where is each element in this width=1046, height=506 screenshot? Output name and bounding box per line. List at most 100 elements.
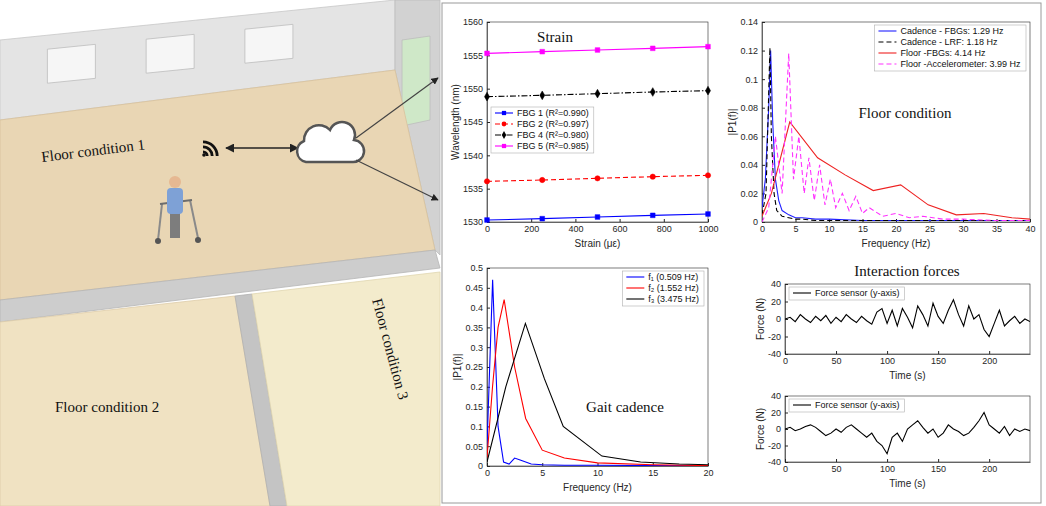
series-lines xyxy=(487,280,708,466)
legend: Force sensor (y-axis) xyxy=(789,399,905,412)
legend-box xyxy=(491,107,594,153)
legend-entry: Floor -FBGs: 4.14 Hz xyxy=(878,48,986,58)
data-point xyxy=(540,91,545,100)
data-point xyxy=(485,51,490,56)
legend-swatch xyxy=(878,63,896,64)
tick-mark xyxy=(708,219,709,222)
tick: 1530 xyxy=(463,217,490,227)
legend-label: f₁ (0.509 Hz) xyxy=(648,272,698,282)
tick-mark xyxy=(785,446,788,447)
legend-entry: Floor -Accelerometer: 3.99 Hz xyxy=(878,59,1021,69)
tick: 15 xyxy=(858,219,868,234)
tick-label: 0.02 xyxy=(740,189,758,199)
legend-swatch xyxy=(878,30,896,31)
legend-label: FBG 1 (R²=0.990) xyxy=(517,108,589,118)
legend-label: f₂ (1.552 Hz) xyxy=(648,283,699,293)
legend-swatch xyxy=(626,287,644,288)
tick-mark xyxy=(938,459,939,462)
x-axis-title: Frequency (Hz) xyxy=(563,482,632,493)
tick: 50 xyxy=(832,459,842,474)
plot-area xyxy=(762,22,1030,222)
legend-entries: Force sensor (y-axis) xyxy=(793,400,900,410)
series-line xyxy=(785,300,1030,337)
legend-entry: Force sensor (y-axis) xyxy=(793,288,900,298)
data-point xyxy=(540,216,545,221)
legend-swatch xyxy=(878,52,896,53)
tick-label: 50 xyxy=(832,464,842,474)
tick-label: 0.06 xyxy=(740,132,758,142)
tick-mark xyxy=(487,347,490,348)
tick-mark xyxy=(785,284,788,285)
tick-label: 0.05 xyxy=(465,442,483,452)
tick-label: 20 xyxy=(703,468,713,478)
legend-entry: Cadence - LRF: 1.18 Hz xyxy=(878,37,998,47)
tick: -20 xyxy=(768,332,788,342)
tick-mark xyxy=(762,222,765,223)
tick-mark xyxy=(487,268,490,269)
data-point xyxy=(595,215,600,220)
tick-label: 20 xyxy=(891,224,901,234)
y-axis-title: |P1(f)| xyxy=(727,109,738,136)
link-arrow xyxy=(226,147,298,149)
tick-label: 0 xyxy=(783,356,788,366)
tick-label: 150 xyxy=(931,356,946,366)
tick-mark xyxy=(887,351,888,354)
data-point xyxy=(650,213,655,218)
tick-mark xyxy=(664,219,665,222)
legend-box xyxy=(789,399,905,412)
tick: 1545 xyxy=(463,117,490,127)
data-point xyxy=(650,174,655,179)
floor-2 xyxy=(0,296,270,506)
tick-label: 0.08 xyxy=(740,103,758,113)
tick: 150 xyxy=(931,351,946,366)
x-axis-title: Time (s) xyxy=(889,370,925,381)
legend-label: f₃ (3.475 Hz) xyxy=(648,294,699,304)
person-head xyxy=(169,176,181,188)
tick-label: 20 xyxy=(771,297,781,307)
tick-mark xyxy=(487,22,490,23)
chart-title: Floor condition xyxy=(859,105,952,121)
tick-mark xyxy=(487,308,490,309)
tick: 0.15 xyxy=(465,402,490,412)
tick-label: 1555 xyxy=(463,51,483,61)
tick-label: 0.1 xyxy=(470,422,483,432)
tick-mark xyxy=(785,354,788,355)
plot-area xyxy=(785,396,1030,462)
axis-line xyxy=(786,462,1031,463)
tick-label: 1540 xyxy=(463,151,483,161)
tick-label: 100 xyxy=(880,356,895,366)
tick-mark xyxy=(785,413,788,414)
legend-label: Force sensor (y-axis) xyxy=(815,288,900,298)
tick: 100 xyxy=(880,351,895,366)
walker-wheel xyxy=(195,237,201,243)
legend-entries: Force sensor (y-axis) xyxy=(793,288,900,298)
legend-swatch xyxy=(793,404,811,405)
tick-label: 0 xyxy=(485,468,490,478)
legend-label: FBG 5 (R²=0.985) xyxy=(517,141,589,151)
tick: 0.06 xyxy=(740,132,765,142)
y-axis-title: Wavelength (nm) xyxy=(450,84,461,160)
series-lines xyxy=(762,48,1030,222)
plot-area xyxy=(785,284,1030,354)
tick-label: 35 xyxy=(992,224,1002,234)
legend-swatch xyxy=(626,298,644,299)
window xyxy=(146,34,194,73)
data-point xyxy=(595,48,600,53)
series-line xyxy=(785,413,1030,454)
walker-frame xyxy=(158,204,162,240)
tick-label: 200 xyxy=(982,464,997,474)
tick: 0.1 xyxy=(745,75,765,85)
tick-label: 0 xyxy=(478,461,483,471)
tick-mark xyxy=(487,327,490,328)
tick: 0.04 xyxy=(740,160,765,170)
tick-mark xyxy=(1030,219,1031,222)
tick-label: 800 xyxy=(657,224,672,234)
tick-mark xyxy=(762,51,765,52)
tick-mark xyxy=(575,219,576,222)
tick: 0 xyxy=(776,424,788,434)
tick-mark xyxy=(836,459,837,462)
x-axis-title: Time (s) xyxy=(889,478,925,489)
tick: -40 xyxy=(768,457,788,467)
legend-swatch xyxy=(878,41,896,42)
chart: 050100150200-40-2002040Time (s)Force (N)… xyxy=(755,263,1031,381)
